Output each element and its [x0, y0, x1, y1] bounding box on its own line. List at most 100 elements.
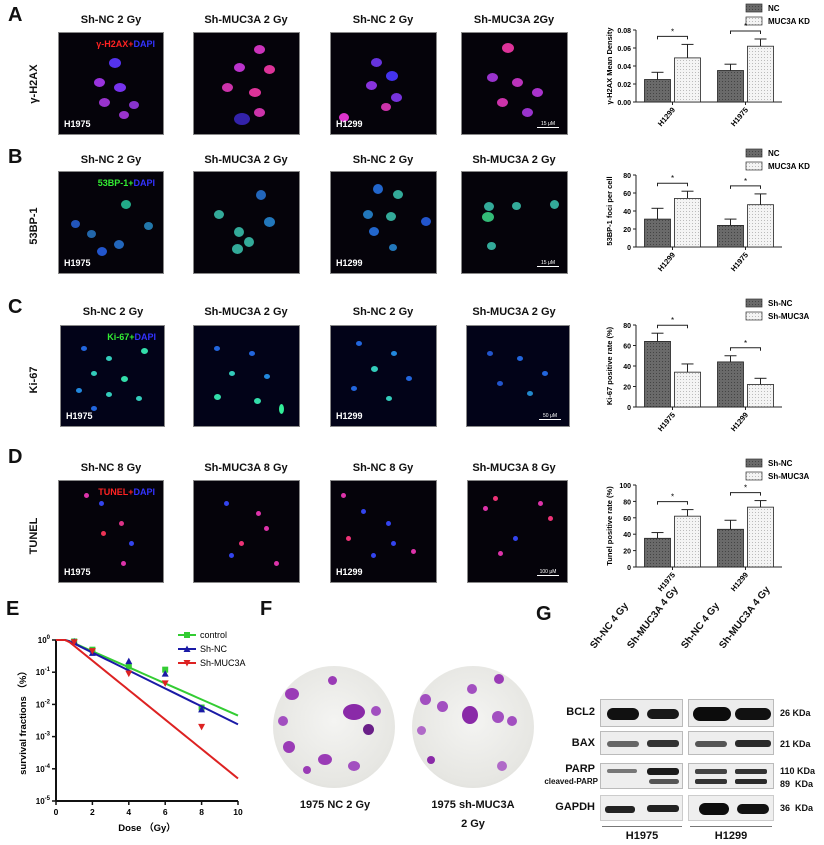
blot-bcl2-h1299	[688, 699, 774, 727]
dish-label-nc: 1975 NC 2 Gy	[299, 799, 371, 811]
svg-text:H1975: H1975	[729, 251, 750, 274]
protein-label-bax: BAX	[571, 737, 595, 749]
blot-gapdh-h1299	[688, 795, 774, 821]
micrograph-c2	[193, 325, 300, 427]
svg-text:0: 0	[627, 405, 631, 412]
svg-text:NC: NC	[768, 149, 780, 158]
scale-bar: 15 μM	[537, 121, 559, 128]
svg-text:*: *	[671, 316, 674, 325]
mw-label-cleaved-parp: 89 KDa	[780, 779, 814, 789]
bar-chart-tunel: Sh-NC Sh-MUC3A 0 20 40 60 80 100 Tunel positive …	[605, 458, 810, 594]
micrograph-c1: Ki-67+DAPI H1975	[60, 325, 165, 427]
svg-text:53BP-1 foci per cell: 53BP-1 foci per cell	[605, 176, 614, 245]
svg-text:10-1: 10-1	[36, 667, 51, 677]
bar-chart-53bp1: NC MUC3A KD 0 20 40 60 80 53BP-1 foci per cell *…	[605, 148, 810, 274]
svg-text:Sh-NC: Sh-NC	[768, 299, 793, 308]
condition-label: Sh-MUC3A 2 Gy	[204, 154, 288, 166]
condition-label: Sh-MUC3A 2 Gy	[472, 154, 556, 166]
svg-text:Sh-MUC3A: Sh-MUC3A	[200, 658, 246, 668]
divider-h1975	[602, 826, 682, 827]
svg-text:80: 80	[623, 499, 631, 506]
survival-fraction-chart: 100 10-1 10-2 10-3 10-4 10-50 2 4 6 8 10 Dose （Gy） s…	[17, 630, 246, 834]
condition-label: Sh-NC 2 Gy	[82, 306, 144, 318]
svg-text:0.08: 0.08	[617, 28, 631, 35]
micrograph-b1: 53BP-1+DAPI H1975	[58, 171, 164, 274]
svg-text:60: 60	[623, 191, 631, 198]
micrograph-c3: H1299	[330, 325, 437, 427]
condition-label: Sh-MUC3A 8 Gy	[472, 462, 556, 474]
svg-text:20: 20	[623, 549, 631, 556]
svg-text:6: 6	[163, 807, 168, 817]
condition-label: Sh-NC 2 Gy	[80, 154, 142, 166]
svg-text:60: 60	[623, 516, 631, 523]
svg-text:*: *	[671, 27, 674, 36]
condition-label: Sh-NC 8 Gy	[80, 462, 142, 474]
bar-chart-gamma-h2ax: NC MUC3A KD 0.00 0.02 0.04 0.06 0.08γ-H2AX Mea…	[605, 3, 810, 128]
svg-text:H1299: H1299	[729, 411, 750, 434]
svg-text:Sh-MUC3A: Sh-MUC3A	[768, 312, 810, 321]
svg-text:10: 10	[233, 807, 243, 817]
condition-label: Sh-MUC3A 2 Gy	[472, 306, 556, 318]
blot-bax-h1299	[688, 731, 774, 755]
svg-text:Sh-NC: Sh-NC	[768, 459, 793, 468]
micrograph-b3: H1299	[330, 171, 437, 274]
svg-text:2: 2	[90, 807, 95, 817]
svg-text:γ-H2AX Mean Density: γ-H2AX Mean Density	[605, 27, 614, 105]
scale-bar: 15 μM	[537, 260, 559, 267]
svg-text:80: 80	[623, 323, 631, 330]
panel-letter-d: D	[8, 446, 23, 468]
svg-text:10-2: 10-2	[36, 699, 51, 709]
svg-text:control: control	[200, 630, 227, 640]
svg-text:0.06: 0.06	[617, 46, 631, 53]
svg-text:4: 4	[126, 807, 131, 817]
micrograph-a2	[193, 32, 300, 135]
mw-label-parp: 110 KDa	[780, 766, 816, 776]
micrograph-b4: 15 μM	[461, 171, 568, 274]
blot-parp-h1975	[600, 763, 683, 789]
micrograph-b2	[193, 171, 300, 274]
svg-text:100: 100	[38, 635, 51, 645]
condition-label: Sh-MUC3A 2 Gy	[204, 306, 288, 318]
svg-text:80: 80	[623, 173, 631, 180]
scale-bar: 100 μM	[537, 569, 559, 576]
micrograph-d2	[193, 480, 300, 583]
svg-text:Ki-67 positive rate (%): Ki-67 positive rate (%)	[605, 326, 614, 405]
svg-text:10-3: 10-3	[36, 732, 51, 742]
stain-legend: TUNEL+DAPI	[98, 487, 155, 497]
svg-text:Tunel positive rate (%): Tunel positive rate (%)	[605, 486, 614, 566]
svg-text:40: 40	[623, 364, 631, 371]
cell-line-label-h1299: H1299	[714, 830, 748, 842]
micrograph-d4: 100 μM	[467, 480, 568, 583]
svg-text:survival fractions （%）: survival fractions （%）	[17, 666, 29, 775]
divider-h1299	[690, 826, 772, 827]
svg-text:0.04: 0.04	[617, 64, 631, 71]
protein-label-parp: PARP	[565, 763, 595, 775]
svg-text:H1299: H1299	[729, 571, 750, 594]
svg-text:100: 100	[619, 483, 631, 490]
bar-chart-ki67: Sh-NC Sh-MUC3A 0 20 40 60 80 Ki-67 positive rat…	[605, 298, 810, 434]
svg-text:10-5: 10-5	[36, 796, 51, 806]
svg-text:40: 40	[623, 532, 631, 539]
dish-label-sh-muc3a: 1975 sh-MUC3A	[431, 799, 515, 811]
micrograph-d1: TUNEL+DAPI H1975	[58, 480, 164, 583]
colony-dish-sh-muc3a	[412, 666, 534, 788]
row-label-ki67: Ki-67	[28, 366, 40, 394]
colony-dish-nc	[273, 666, 395, 788]
svg-text:Sh-NC: Sh-NC	[200, 644, 228, 654]
blot-parp-h1299	[688, 763, 774, 789]
condition-label: Sh-NC 2 Gy	[352, 306, 414, 318]
condition-label: Sh-NC 8 Gy	[352, 462, 414, 474]
micrograph-a4: 15 μM	[461, 32, 568, 135]
protein-label-cleaved-parp: cleaved-PARP	[544, 777, 598, 786]
svg-text:Dose （Gy）: Dose （Gy）	[118, 822, 176, 834]
condition-label: Sh-NC 2 Gy	[352, 154, 414, 166]
svg-text:*: *	[744, 484, 747, 493]
svg-text:8: 8	[199, 807, 204, 817]
micrograph-c4: 50 μM	[466, 325, 570, 427]
svg-text:0: 0	[627, 565, 631, 572]
panel-letter-e: E	[6, 598, 20, 620]
mw-label-bax: 21 KDa	[780, 739, 811, 749]
row-label-gamma-h2ax: γ-H2AX	[28, 64, 40, 104]
row-label-53bp1: 53BP-1	[28, 207, 40, 245]
mw-label-bcl2: 26 KDa	[780, 708, 811, 718]
